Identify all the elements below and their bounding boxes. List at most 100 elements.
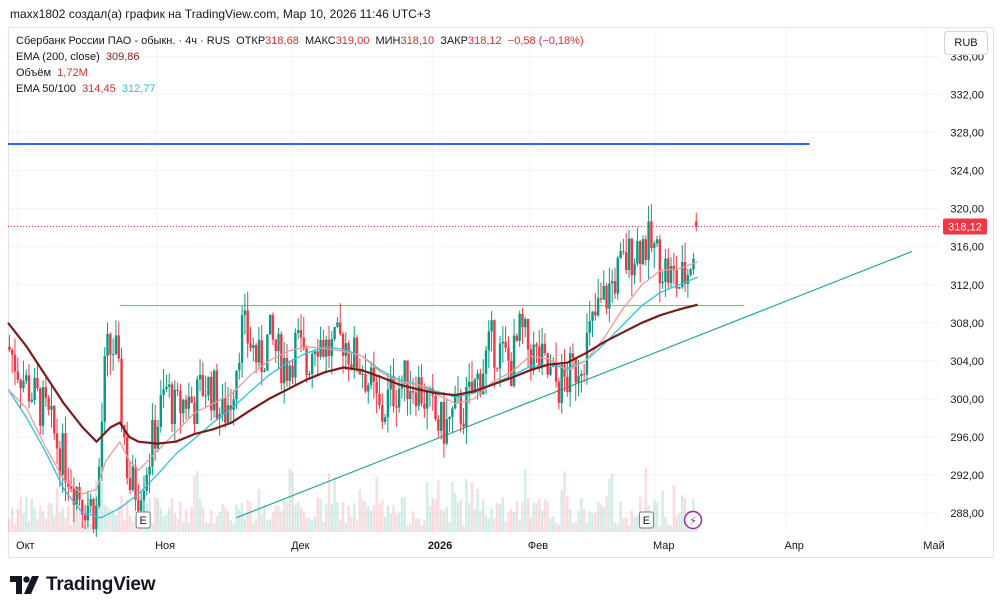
candle-body	[33, 377, 36, 400]
volume-bar	[524, 469, 527, 532]
candle-body	[280, 334, 283, 384]
volume-bar	[274, 504, 277, 532]
volume-bar	[291, 471, 294, 532]
candle-body	[695, 221, 698, 227]
candle-body	[78, 487, 81, 500]
legend-symbol-row[interactable]: Сбербанк России ПАО - обыкн. · 4ч · RUS …	[16, 33, 584, 49]
chart-frame[interactable]	[8, 27, 994, 558]
price-axis-label: 300,00	[950, 394, 984, 406]
dividend-marker[interactable]	[683, 510, 703, 530]
legend-volume-row[interactable]: Объём 1,72M	[16, 65, 584, 81]
tradingview-logo[interactable]: TradingView	[10, 574, 156, 596]
legend-ema200-row[interactable]: EMA (200, close) 309,86	[16, 49, 584, 65]
ascending-trend-line[interactable]	[236, 250, 913, 519]
candle-body	[610, 281, 614, 284]
volume-bar	[193, 475, 196, 532]
candle-body	[266, 334, 269, 371]
candle-body	[619, 251, 622, 259]
candle-body	[501, 341, 505, 344]
candle-body	[510, 360, 513, 387]
volume-bar	[153, 497, 157, 532]
volume-bar	[212, 523, 216, 532]
volume-bar	[577, 511, 580, 532]
volume-bar	[224, 507, 227, 532]
candle-body	[490, 320, 493, 332]
volume-bar	[672, 485, 676, 532]
volume-bar	[599, 504, 603, 532]
price-axis-label: 316,00	[950, 242, 984, 254]
volume-bar	[39, 505, 42, 532]
volume-bar	[560, 489, 563, 532]
candle-body	[277, 334, 280, 352]
candle-body	[389, 375, 392, 390]
tradingview-logo-icon	[10, 576, 39, 594]
volume-bar	[459, 499, 462, 532]
volume-bar	[184, 508, 188, 532]
candle-body	[75, 487, 78, 505]
candle-body	[630, 238, 633, 276]
candle-body	[288, 365, 291, 381]
candle-body	[168, 384, 171, 387]
volume-bar	[434, 499, 437, 532]
candle-body	[568, 353, 572, 393]
volume-bar	[543, 499, 547, 532]
candle-body	[653, 243, 656, 249]
volume-bar	[330, 504, 334, 532]
volume-bar	[327, 473, 331, 532]
candle-body	[453, 394, 457, 409]
candle-body	[540, 343, 544, 367]
volume-bar	[355, 520, 359, 532]
candle-body	[36, 377, 39, 389]
volume-bar	[501, 497, 505, 532]
price-axis-label: 288,00	[950, 508, 984, 520]
volume-bar	[125, 498, 129, 532]
earnings-marker[interactable]	[135, 511, 151, 529]
legend-ema-pair-row[interactable]: EMA 50/100 314,45 312,77	[16, 81, 584, 97]
candle-body	[445, 419, 448, 444]
volume-bar	[423, 520, 426, 532]
volume-bar	[27, 521, 31, 532]
candle-body	[515, 335, 519, 341]
candle-body	[507, 347, 510, 361]
volume-bar	[596, 501, 600, 532]
candle-body	[622, 251, 625, 253]
candle-body	[201, 374, 205, 396]
candle-body	[333, 326, 336, 340]
candle-body	[624, 252, 628, 270]
candle-body	[476, 373, 479, 380]
volume-bar	[381, 500, 384, 532]
volume-bar	[627, 525, 631, 532]
volume-bar	[341, 501, 345, 532]
earnings-marker[interactable]	[638, 511, 654, 529]
volume-bar	[431, 498, 434, 532]
volume-bar	[339, 519, 342, 532]
volume-bar	[661, 490, 664, 532]
candle-body	[381, 405, 384, 422]
volume-value: 1,72M	[57, 67, 88, 79]
volume-bar	[622, 518, 625, 532]
volume-bar	[653, 500, 656, 532]
candle-body	[658, 239, 662, 284]
candle-body	[308, 374, 311, 376]
volume-bar	[658, 525, 662, 532]
candle-body	[142, 490, 146, 501]
volume-bar	[389, 513, 392, 532]
candle-body	[358, 370, 362, 375]
volume-bar	[375, 476, 378, 532]
candle-body	[145, 474, 148, 491]
candle-body	[235, 370, 238, 400]
volume-bar	[462, 525, 465, 532]
volume-bar	[529, 518, 533, 532]
volume-bar	[350, 516, 353, 532]
currency-button[interactable]: RUB	[944, 31, 988, 55]
candle-body	[535, 344, 538, 347]
volume-bar	[456, 502, 460, 532]
candle-body	[439, 401, 443, 431]
volume-bar	[131, 521, 134, 532]
candle-body	[13, 354, 17, 372]
candle-body	[238, 363, 241, 371]
high-label: МАКС	[304, 35, 336, 47]
candle-body	[487, 331, 491, 351]
volume-bar	[215, 516, 219, 532]
